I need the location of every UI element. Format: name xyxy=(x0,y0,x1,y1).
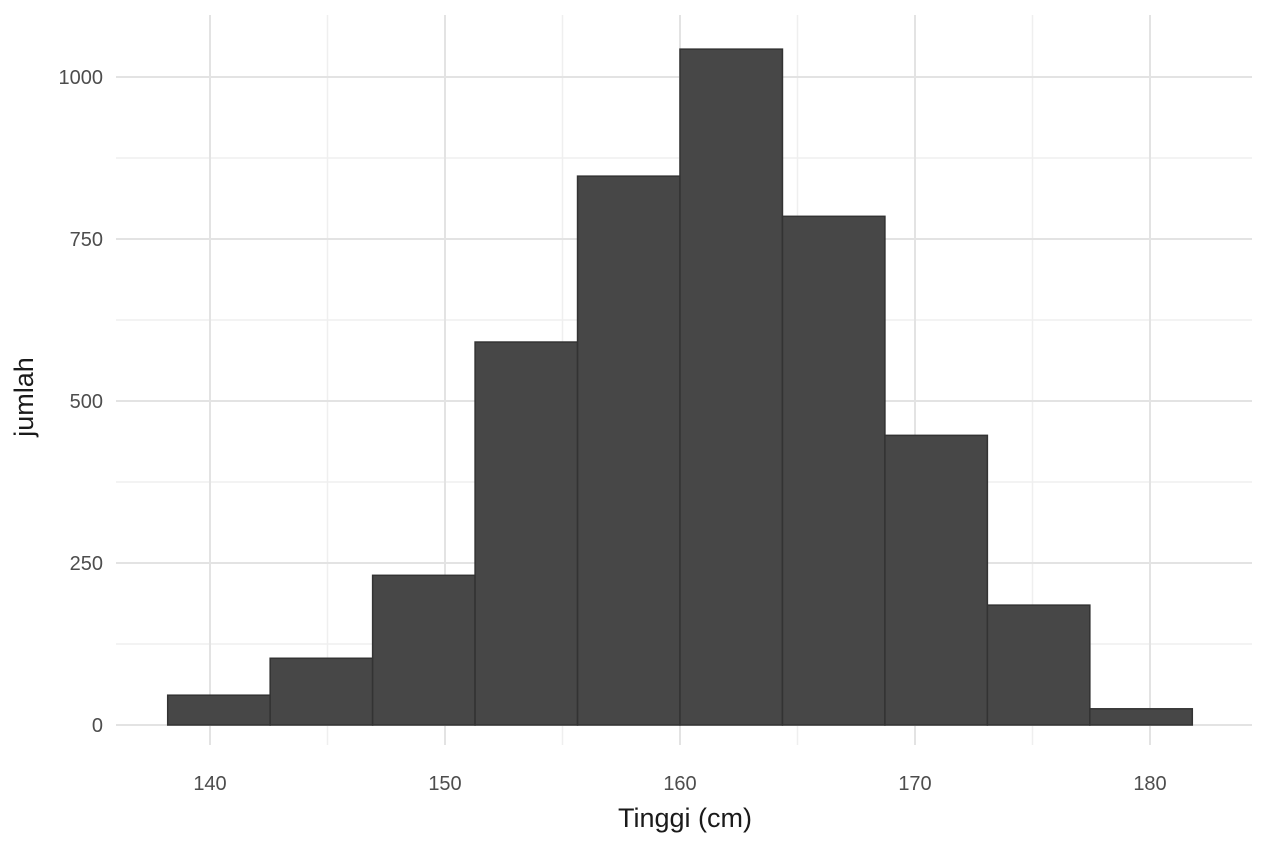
histogram-bar: 160.0-164.4: 1043 xyxy=(679,48,784,726)
y-tick-label: 0 xyxy=(92,715,103,737)
histogram-bars: 138.2-142.6: 46142.6-146.9: 103146.9-151… xyxy=(166,48,1194,726)
histogram-bar: 138.2-142.6: 46 xyxy=(166,694,271,726)
histogram-bar: 177.4-181.8: 25 xyxy=(1089,708,1194,726)
histogram-bar: 146.9-151.3: 231 xyxy=(371,574,476,726)
histogram-bar: 173.1-177.4: 185 xyxy=(986,604,1091,726)
y-axis-title: jumlah xyxy=(9,357,39,438)
x-tick-label: 180 xyxy=(1133,773,1166,795)
y-axis-tick-labels: 0 250 500 750 1000 xyxy=(59,67,104,737)
histogram-bar: 151.3-155.6: 591 xyxy=(474,341,579,726)
x-tick-label: 140 xyxy=(193,773,226,795)
histogram-bar: 155.6-160.0: 847 xyxy=(576,175,681,726)
y-tick-label: 500 xyxy=(70,391,103,413)
y-tick-label: 1000 xyxy=(59,67,104,89)
histogram-bar: 168.7-173.1: 447 xyxy=(884,434,989,726)
y-tick-label: 250 xyxy=(70,553,103,575)
x-tick-label: 150 xyxy=(428,773,461,795)
x-tick-label: 170 xyxy=(898,773,931,795)
x-axis-title: Tinggi (cm) xyxy=(618,803,752,833)
y-tick-label: 750 xyxy=(70,229,103,251)
x-axis-tick-labels: 140 150 160 170 180 xyxy=(193,773,1166,795)
x-tick-label: 160 xyxy=(663,773,696,795)
histogram-bar: 164.4-168.7: 785 xyxy=(781,215,886,726)
histogram-bar: 142.6-146.9: 103 xyxy=(269,657,374,726)
